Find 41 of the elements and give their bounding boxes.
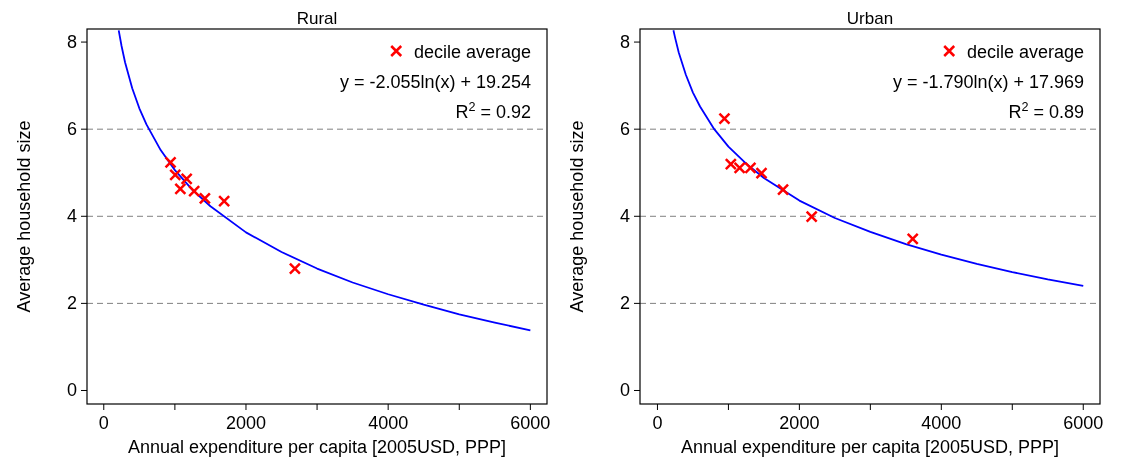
- annotation: R$^{2}$ = 0.92: [455, 100, 531, 122]
- y-tick-label: 2: [66, 293, 77, 314]
- x-tick-label: 4000: [921, 413, 962, 433]
- x-tick-label: 6000: [510, 413, 551, 433]
- point: [288, 262, 302, 275]
- legend-label: decile average: [413, 42, 531, 62]
- x-tick-label: 4000: [368, 413, 409, 433]
- point: [718, 112, 731, 125]
- chart-title: Rural: [296, 9, 338, 28]
- x-axis-title: Annual expenditure per capita [2005USD, PPP]: [680, 437, 1060, 457]
- point: [164, 156, 177, 169]
- annotation: R$^{2}$ = 0.89: [1008, 100, 1084, 122]
- chart-title: Urban: [846, 9, 894, 28]
- point: [906, 232, 919, 246]
- x-tick-label: 6000: [1063, 413, 1104, 433]
- y-tick-label: 4: [66, 206, 77, 227]
- y-axis-title: Average household size: [567, 120, 587, 313]
- y-tick-label: 0: [66, 380, 77, 401]
- point: [776, 183, 790, 196]
- point: [217, 194, 231, 208]
- point: [805, 210, 818, 223]
- y-tick-label: 6: [619, 119, 630, 140]
- annotation: y = -1.790ln(x) + 17.969: [892, 72, 1084, 92]
- x-axis-title: Annual expenditure per capita [2005USD, PPP]: [127, 437, 507, 457]
- x-tick-label: 0: [98, 413, 109, 433]
- x-tick-label: 2000: [779, 413, 820, 433]
- point: [198, 192, 212, 205]
- line-series: [672, 29, 1085, 287]
- y-tick-label: 8: [66, 32, 77, 53]
- y-axis-title: Average household size: [14, 120, 34, 313]
- y-tick-label: 0: [619, 380, 630, 401]
- legend-label: decile average: [966, 42, 1084, 62]
- y-tick-label: 4: [619, 206, 630, 227]
- x-tick-label: 0: [652, 413, 663, 433]
- annotation: y = -2.055ln(x) + 19.254: [339, 72, 531, 92]
- y-tick-label: 8: [619, 32, 630, 53]
- line-series: [117, 29, 532, 332]
- x-tick-label: 2000: [225, 413, 266, 433]
- point: [755, 166, 768, 180]
- y-tick-label: 2: [619, 293, 630, 314]
- y-tick-label: 6: [66, 119, 77, 140]
